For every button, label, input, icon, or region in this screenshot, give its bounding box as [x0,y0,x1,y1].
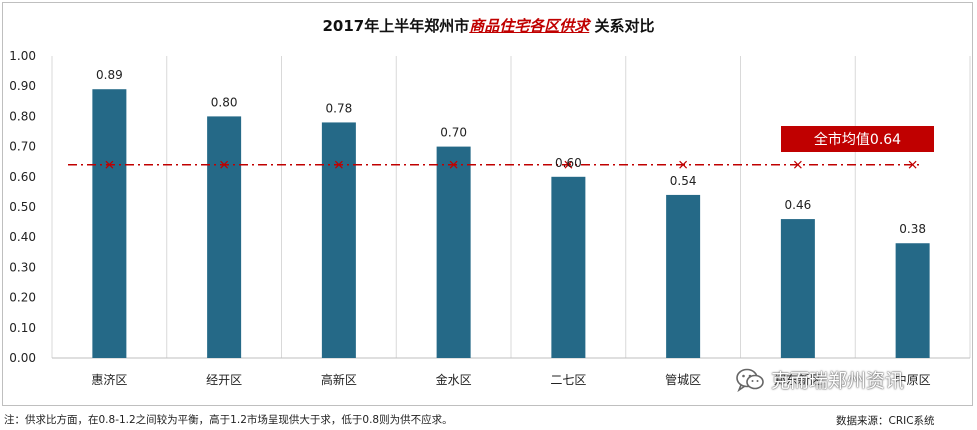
chart-title: 2017年上半年郑州市商品住宅各区供求 关系对比 [0,15,977,36]
y-tick-labels: 0.00 0.10 0.20 0.30 0.40 0.50 0.60 0.70 0.80 0.90… [9,49,36,365]
x-tick-label: 高新区 [321,372,357,387]
bar [780,219,815,358]
y-tick-label: 0.40 [9,230,36,244]
bar [92,89,127,358]
title-suffix: 关系对比 [589,17,655,35]
wechat-icon [736,368,764,392]
data-source: 数据来源：CRIC系统 [836,415,935,427]
x-tick-label: 经开区 [206,373,242,387]
average-label: 全市均值0.64 [814,131,901,148]
bar-value-label: 0.38 [899,222,926,236]
reference-line: 全市均值0.64 [68,126,934,169]
bar [436,146,471,358]
watermark-text: 克而瑞郑州资讯 [771,370,905,392]
y-tick-label: 1.00 [9,49,36,63]
y-tick-label: 0.10 [9,321,36,335]
x-tick-label: 郑东新区 [774,372,822,387]
average-label-box [781,126,934,152]
y-tick-label: 0.30 [9,260,36,274]
x-tick-label: 中原区 [895,372,931,387]
average-marker [679,160,688,169]
bar-value-label: 0.54 [670,174,697,188]
value-labels: 0.89 0.80 0.78 0.70 0.60 0.54 0.46 0.38 [96,68,926,236]
bar [321,122,356,358]
footnote: 注：供求比方面，在0.8-1.2之间较为平衡，高于1.2市场呈现供大于求，低于0… [4,414,453,426]
bar-value-label: 0.78 [326,101,353,115]
bar [666,194,701,358]
y-tick-label: 0.60 [9,170,36,184]
bar [895,243,930,358]
average-marker [220,160,229,169]
grid-lines [51,56,971,358]
y-tick-label: 0.90 [9,79,36,93]
bar-value-label: 0.80 [211,95,238,109]
x-tick-label: 二七区 [550,373,586,387]
bars [92,89,930,359]
y-tick-label: 0.20 [9,291,36,305]
title-prefix: 2017年上半年郑州市 [322,17,470,35]
x-tick-labels: 惠济区 经开区 高新区 金水区 二七区 管城区 郑东新区 中原区 [91,372,930,387]
title-highlight: 商品住宅各区供求 [469,17,590,35]
average-marker [105,160,114,169]
x-tick-label: 金水区 [436,372,472,387]
bar [551,176,586,358]
y-tick-label: 0.70 [9,140,36,154]
watermark: 克而瑞郑州资讯 [735,366,904,393]
average-marker [449,160,458,169]
y-tick-label: 0.00 [9,351,36,365]
y-tick-label: 0.50 [9,200,36,214]
bar-value-label: 0.46 [785,198,812,212]
x-tick-label: 管城区 [665,372,701,387]
bar-value-label: 0.70 [440,126,467,140]
average-marker [793,160,802,169]
average-marker [564,160,573,169]
bar-chart: 全市均值0.64 0.89 0.80 0.78 0.70 0.60 0.54 0.46 0.3… [9,49,971,387]
average-marker [334,160,343,169]
bar-value-label: 0.89 [96,68,123,82]
y-tick-label: 0.80 [9,109,36,123]
bar-value-label: 0.60 [555,156,582,170]
bar [207,116,242,359]
x-tick-label: 惠济区 [91,372,127,387]
average-marker [908,160,917,169]
